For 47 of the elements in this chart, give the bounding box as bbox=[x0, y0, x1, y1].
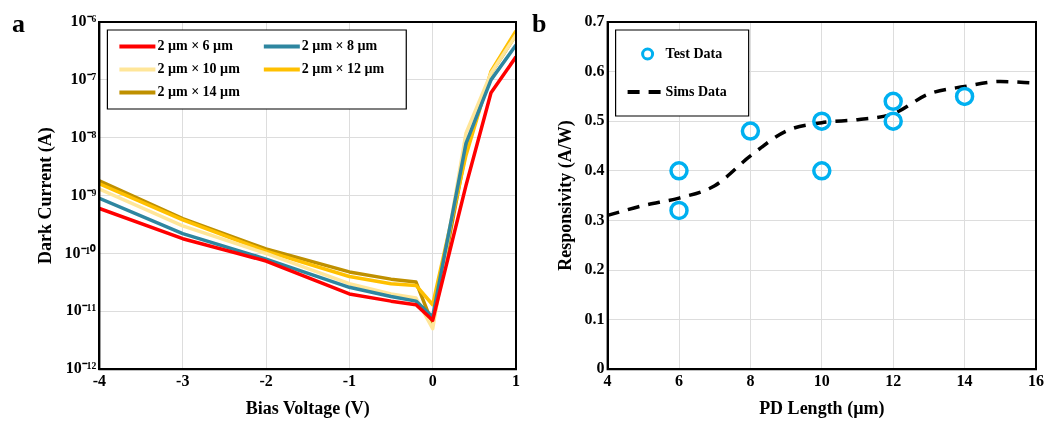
x-tick-label: 10 bbox=[813, 371, 830, 389]
y-tick-label: 10⁻⁶ bbox=[70, 12, 97, 30]
y-tick-label: 10⁻⁷ bbox=[70, 70, 97, 88]
point bbox=[740, 121, 761, 141]
y-tick-label: 10⁻¹⁰ bbox=[64, 243, 97, 261]
y-tick-label: 0.3 bbox=[584, 210, 605, 228]
y-tick-label: 0.7 bbox=[584, 12, 605, 30]
y-tick-label: 0.4 bbox=[584, 160, 605, 178]
legend-label: 2 µm × 6 µm bbox=[157, 38, 234, 54]
x-tick-label: 8 bbox=[746, 371, 755, 389]
point bbox=[812, 161, 832, 181]
y-tick-label: 0.1 bbox=[584, 309, 605, 327]
y-tick-label: 0.5 bbox=[584, 111, 605, 129]
text: a bbox=[12, 8, 25, 38]
y-tick-label: 0.6 bbox=[584, 61, 605, 79]
x-axis-title: Bias Voltage (V) bbox=[245, 397, 370, 419]
y-tick-label: 0 bbox=[596, 359, 605, 377]
y-axis-title: Dark Current (A) bbox=[35, 127, 57, 264]
point bbox=[812, 111, 832, 131]
x-tick-label: 4 bbox=[603, 371, 612, 389]
x-tick-label: 6 bbox=[675, 371, 683, 389]
point bbox=[883, 111, 903, 131]
text: b bbox=[532, 8, 547, 38]
point bbox=[669, 161, 689, 181]
x-tick-label: 12 bbox=[885, 371, 902, 389]
point bbox=[954, 86, 975, 107]
x-tick-label: -3 bbox=[176, 371, 190, 389]
point bbox=[883, 91, 903, 112]
x-tick-label: 1 bbox=[512, 371, 520, 389]
y-tick-label: 10⁻⁸ bbox=[70, 127, 97, 145]
y-tick-label: 10⁻⁹ bbox=[70, 185, 97, 203]
x-tick-label: 14 bbox=[956, 371, 973, 389]
y-axis-title: Responsivity (A/W) bbox=[555, 120, 577, 271]
legend-label: Test Data bbox=[665, 45, 723, 61]
x-tick-label: -1 bbox=[342, 371, 357, 389]
legend-label: Sims Data bbox=[665, 83, 727, 99]
x-tick-label: 16 bbox=[1028, 371, 1044, 389]
legend-label: 2 µm × 12 µm bbox=[301, 61, 385, 77]
point bbox=[669, 200, 689, 221]
legend-label: 2 µm × 14 µm bbox=[157, 84, 241, 100]
x-tick-label: 0 bbox=[428, 371, 437, 389]
x-axis-title: PD Length (µm) bbox=[759, 397, 885, 419]
x-tick-label: -2 bbox=[259, 371, 273, 389]
legend-label: 2 µm × 8 µm bbox=[301, 38, 378, 54]
y-tick-label: 10⁻¹¹ bbox=[65, 301, 97, 319]
legend-label: 2 µm × 10 µm bbox=[157, 61, 241, 77]
y-tick-label: 0.2 bbox=[584, 260, 605, 278]
